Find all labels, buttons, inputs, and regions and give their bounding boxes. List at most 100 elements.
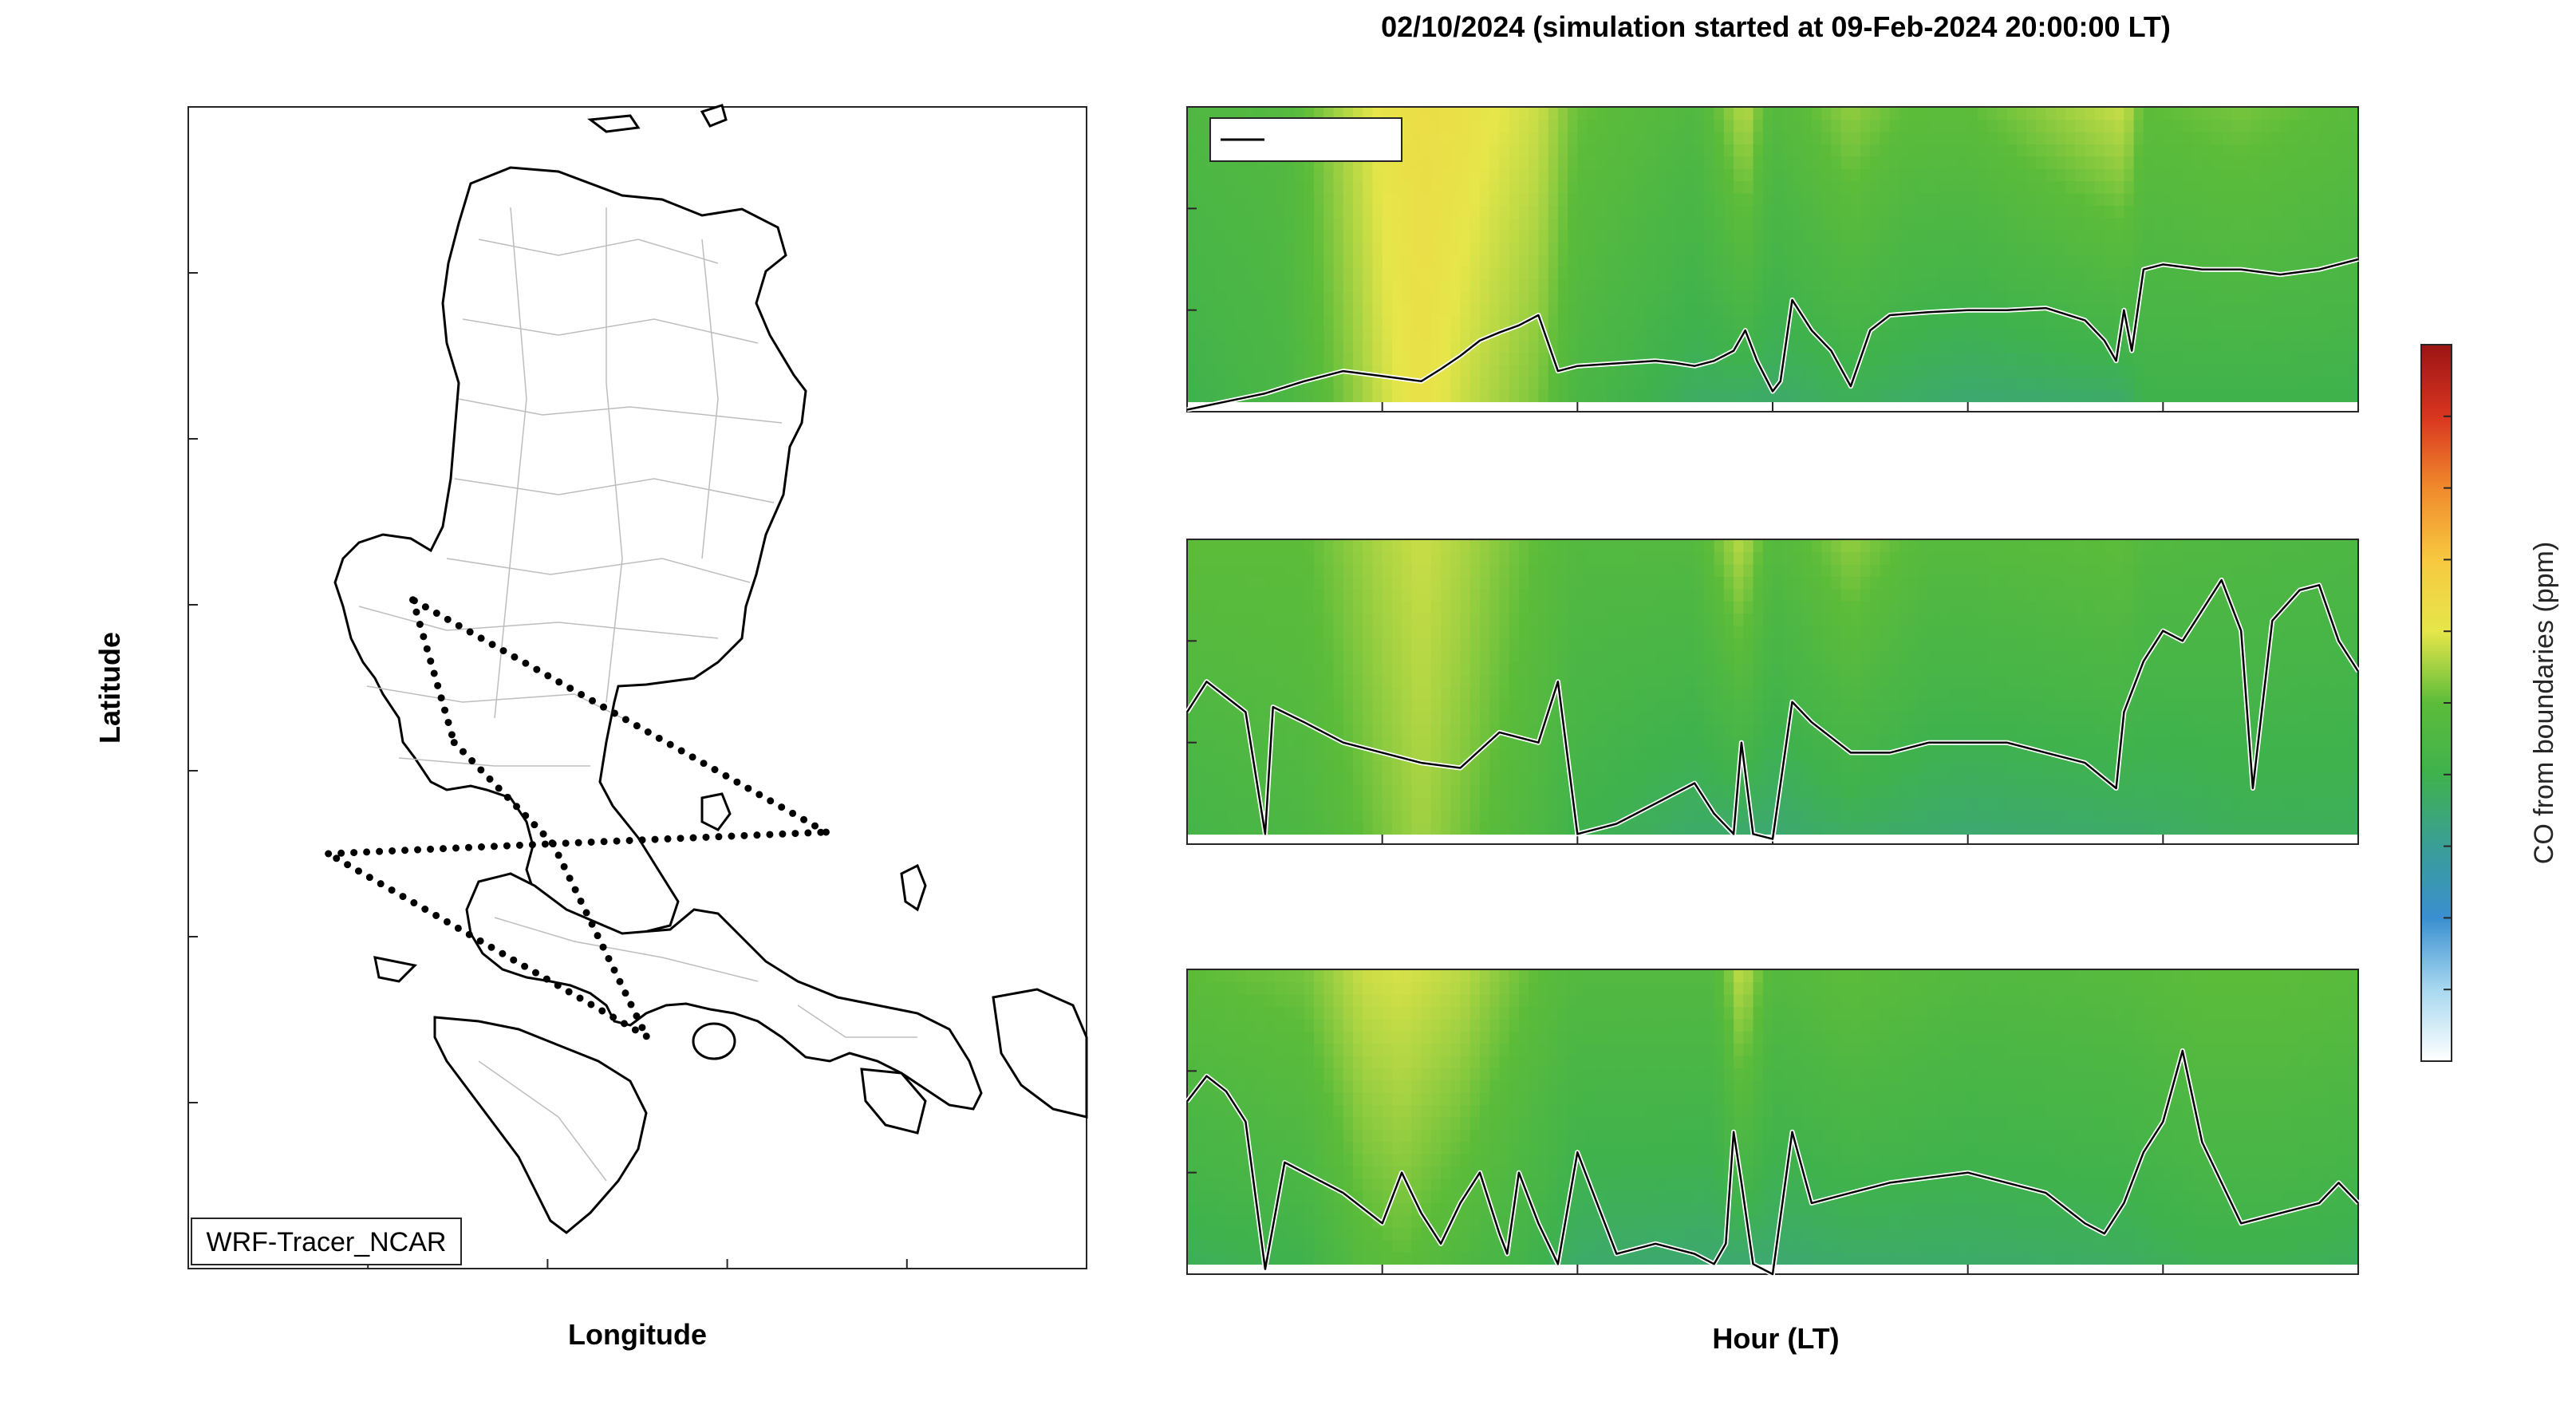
heatmap-cell — [1411, 131, 1422, 144]
heatmap-cell — [1343, 699, 1354, 712]
heatmap-cell — [1880, 686, 1891, 700]
heatmap-cell — [1684, 389, 1695, 403]
heatmap-cell — [1938, 254, 1949, 267]
heatmap-cell — [1509, 156, 1520, 169]
heatmap-cell — [1880, 772, 1891, 786]
heatmap-cell — [1684, 119, 1695, 132]
heatmap-cell — [1324, 107, 1335, 120]
heatmap-cell — [1402, 699, 1413, 712]
heatmap-cell — [1450, 107, 1462, 120]
heatmap-cell — [1850, 327, 1861, 341]
heatmap-cell — [1372, 242, 1383, 255]
heatmap-cell — [1469, 699, 1481, 712]
heatmap-cell — [2309, 205, 2320, 219]
heatmap-cell — [1723, 377, 1734, 390]
heatmap-cell — [1782, 144, 1793, 157]
heatmap-cell — [1489, 254, 1501, 267]
heatmap-cell — [1616, 748, 1627, 761]
heatmap-cell — [2290, 205, 2301, 219]
heatmap-cell — [1402, 192, 1413, 206]
heatmap-cell — [1704, 674, 1715, 688]
heatmap-cell — [1938, 229, 1949, 243]
heatmap-cell — [1694, 180, 1706, 194]
heatmap-cell — [1587, 180, 1598, 194]
heatmap-cell — [1363, 266, 1374, 280]
heatmap-cell — [1294, 686, 1305, 700]
heatmap-cell — [1304, 389, 1315, 403]
heatmap-cell — [1557, 539, 1568, 553]
heatmap-cell — [1919, 192, 1930, 206]
heatmap-cell — [2241, 192, 2252, 206]
heatmap-cell — [1206, 551, 1217, 565]
heatmap-cell — [1255, 711, 1266, 724]
heatmap-cell — [1577, 674, 1588, 688]
heatmap-cell — [1460, 144, 1471, 157]
heatmap-cell — [1773, 389, 1784, 403]
heatmap-cell — [1206, 217, 1217, 231]
heatmap-cell — [1206, 180, 1217, 194]
heatmap-cell — [1734, 290, 1745, 304]
heatmap-cell — [2036, 278, 2047, 292]
heatmap-cell — [2182, 168, 2193, 182]
heatmap-cell — [1655, 686, 1667, 700]
heatmap-cell — [1314, 748, 1325, 761]
heatmap-cell — [1899, 340, 1911, 353]
heatmap-cell — [1557, 229, 1568, 243]
heatmap-cell — [1568, 144, 1579, 157]
heatmap-cell — [1236, 686, 1247, 700]
heatmap-cell — [1616, 156, 1627, 169]
heatmap-cell — [1782, 588, 1793, 602]
heatmap-cell — [1509, 760, 1520, 774]
heatmap-cell — [1304, 107, 1315, 120]
heatmap-cell — [1831, 119, 1842, 132]
heatmap-cell — [1821, 266, 1832, 280]
heatmap-cell — [1568, 180, 1579, 194]
heatmap-cell — [1518, 637, 1529, 651]
heatmap-cell — [1967, 242, 1978, 255]
heatmap-cell — [1509, 365, 1520, 378]
heatmap-cell — [1665, 156, 1676, 169]
heatmap-cell — [1548, 723, 1559, 736]
heatmap-cell — [1275, 107, 1286, 120]
heatmap-cell — [1967, 563, 1978, 577]
heatmap-cell — [1811, 711, 1822, 724]
map-route-lines — [325, 596, 830, 1040]
heatmap-cell — [1694, 772, 1706, 786]
heatmap-cell — [2143, 242, 2154, 255]
heatmap-cell — [1333, 809, 1344, 823]
heatmap-cell — [1538, 389, 1549, 403]
heatmap-cell — [1411, 168, 1422, 182]
heatmap-cell — [1294, 563, 1305, 577]
heatmap-cell — [1450, 686, 1462, 700]
heatmap-cell — [1831, 637, 1842, 651]
heatmap-cell — [2016, 180, 2027, 194]
heatmap-cell — [1821, 686, 1832, 700]
heatmap-cell — [1294, 772, 1305, 786]
heatmap-cell — [1343, 760, 1354, 774]
heatmap-cell — [2221, 340, 2232, 353]
heatmap-cell — [1529, 377, 1540, 390]
heatmap-cell — [2104, 156, 2115, 169]
heatmap-cell — [1773, 229, 1784, 243]
heatmap-cell — [1607, 600, 1618, 614]
heatmap-cell — [1616, 772, 1627, 786]
heatmap-cell — [1411, 315, 1422, 329]
heatmap-cell — [2045, 254, 2057, 267]
heatmap-cell — [1743, 723, 1754, 736]
heatmap-cell — [1958, 784, 1969, 798]
heatmap-cell — [2163, 290, 2174, 304]
heatmap-cell — [1801, 625, 1813, 638]
heatmap-cell — [1441, 156, 1452, 169]
heatmap-cell — [1343, 797, 1354, 811]
heatmap-cell — [1967, 192, 1978, 206]
heatmap-cell — [1284, 303, 1296, 317]
heatmap-cell — [2104, 131, 2115, 144]
heatmap-cell — [1236, 625, 1247, 638]
heatmap-cell — [1889, 637, 1900, 651]
heatmap-cell — [1821, 278, 1832, 292]
heatmap-cell — [1245, 699, 1256, 712]
heatmap-cell — [2094, 107, 2105, 120]
heatmap-cell — [1469, 131, 1481, 144]
heatmap-cell — [2280, 180, 2291, 194]
heatmap-cell — [1938, 242, 1949, 255]
